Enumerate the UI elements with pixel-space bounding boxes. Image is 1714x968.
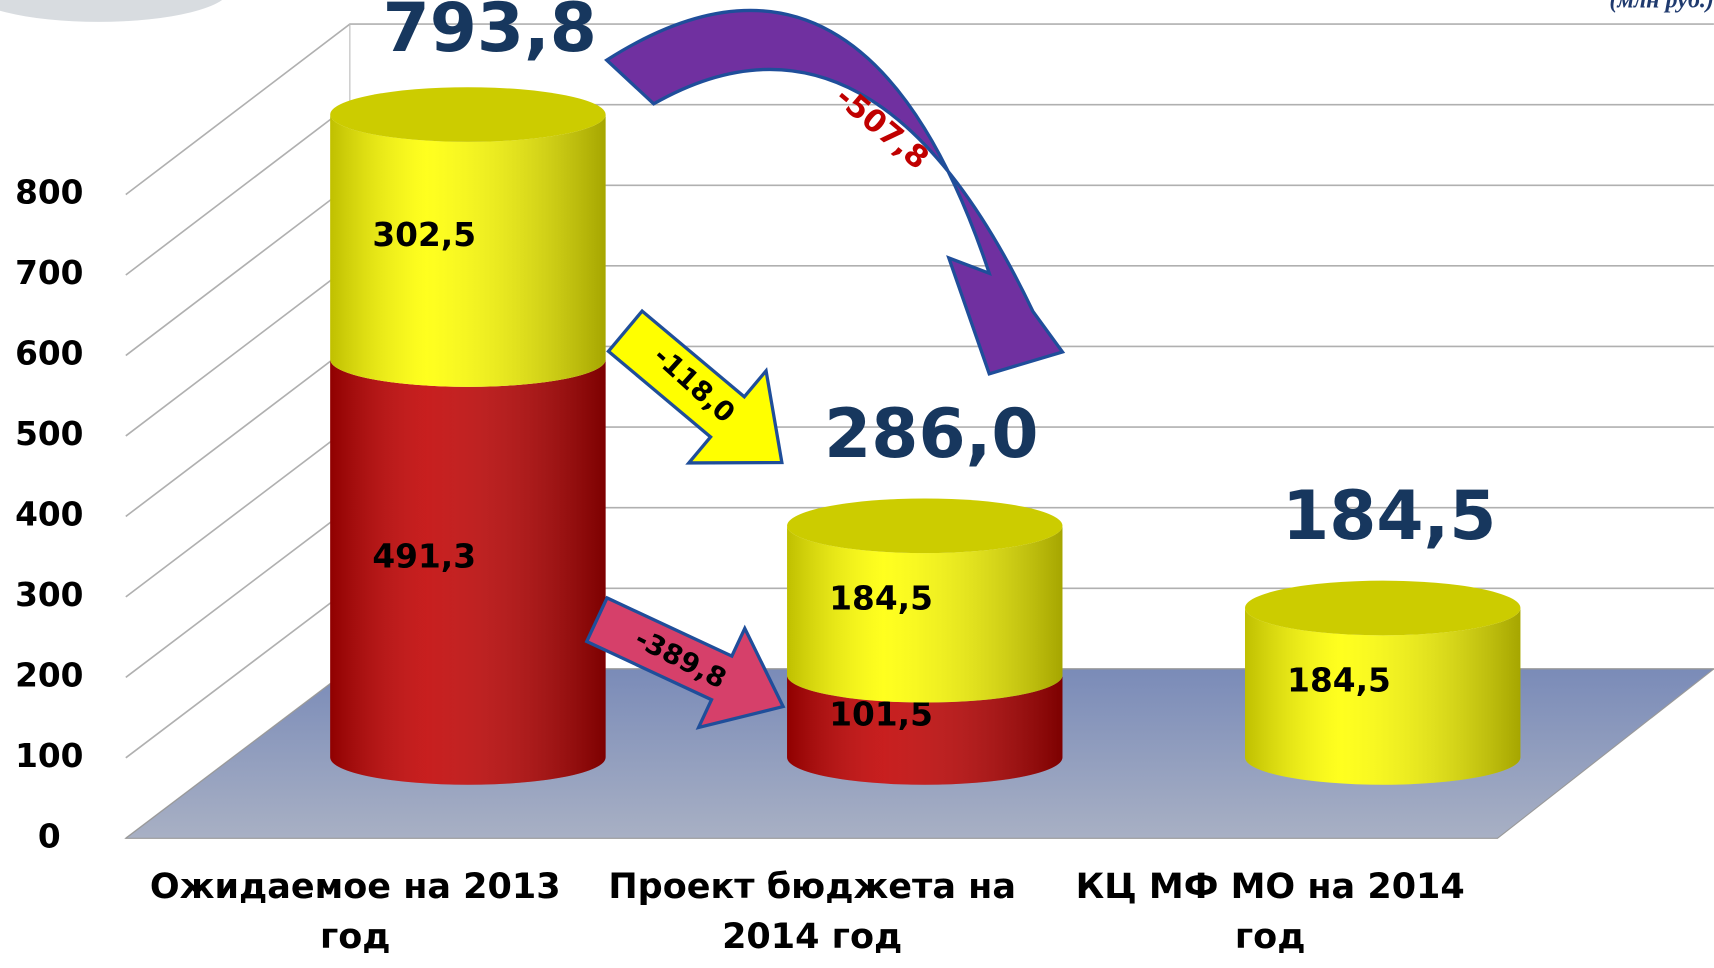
- arrow-purple: [604, 8, 1066, 376]
- cylinder-top: [787, 498, 1063, 554]
- y-tick-label: 600: [15, 334, 83, 372]
- segment-shade: [330, 114, 606, 387]
- total-label: 184,5: [1282, 476, 1496, 555]
- y-tick-label: 800: [15, 174, 83, 212]
- total-label: 793,8: [383, 0, 597, 67]
- unit-label: (млн руб.): [1609, 0, 1714, 14]
- x-tick-label: КЦ МФ МО на 2014 год: [1075, 867, 1465, 957]
- value-label: 184,5: [1287, 662, 1391, 700]
- y-tick-label: 100: [15, 737, 83, 775]
- value-label: 491,3: [372, 537, 476, 575]
- y-tick-label: 700: [15, 254, 83, 292]
- segment-shade: [330, 359, 606, 785]
- decoration: [0, 0, 223, 22]
- segment-shade: [1245, 608, 1521, 785]
- x-tick-label: Ожидаемое на 2013 год: [149, 867, 561, 957]
- y-tick-label: 500: [15, 415, 83, 453]
- y-tick-label: 0: [38, 817, 61, 855]
- y-tick-label: 300: [15, 576, 83, 614]
- value-label: 302,5: [372, 216, 476, 254]
- arrow-red: [584, 595, 786, 730]
- cylinder-top: [330, 87, 606, 142]
- total-label: 286,0: [824, 394, 1038, 473]
- y-tick-label: 200: [15, 656, 83, 694]
- segment-shade: [787, 675, 1063, 785]
- x-tick-label: Проект бюджета на 2014 год: [608, 867, 1016, 957]
- arrow-yellow: [606, 308, 784, 465]
- segment-shade: [787, 525, 1063, 703]
- y-tick-label: 400: [15, 495, 83, 533]
- value-label: 184,5: [829, 580, 933, 618]
- cylinder-top: [1245, 580, 1521, 636]
